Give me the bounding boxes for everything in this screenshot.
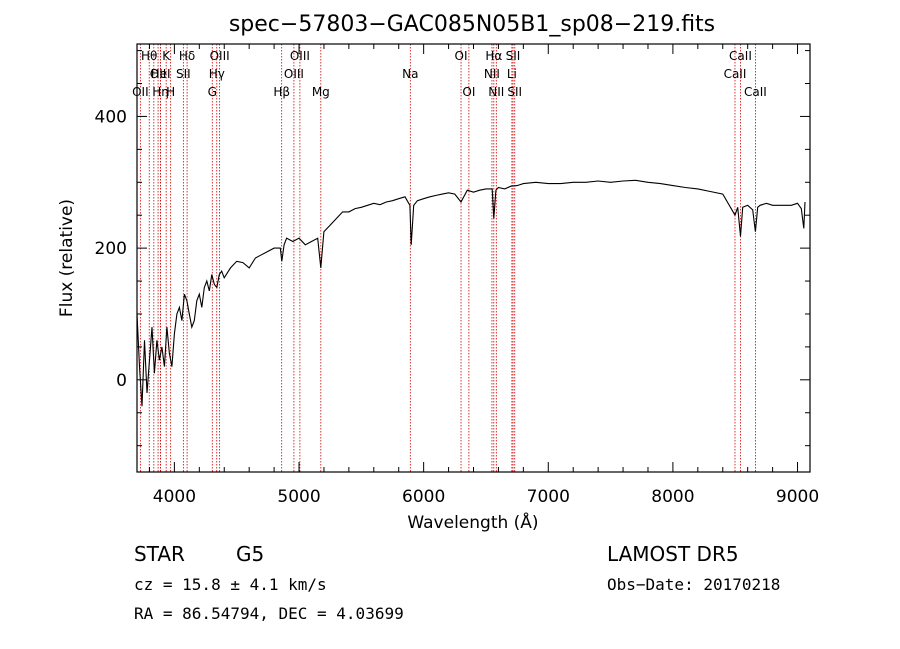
line-marker-label: Hβ [273,85,290,99]
line-marker-label: NII [488,85,504,99]
line-marker-label: CaII [744,85,767,99]
line-marker-label: SII [507,85,522,99]
x-tick-label: 9000 [776,487,819,507]
x-tick-label: 4000 [153,487,196,507]
obs-date-text: Obs−Date: 20170218 [607,575,780,594]
line-marker-label: H [166,85,175,99]
x-tick-label: 5000 [277,487,320,507]
spectral-line-markers [139,44,756,472]
object-subclass: G5 [236,542,264,566]
y-tick-label: 0 [116,371,127,391]
line-marker-label: OIII [290,49,310,63]
line-marker-label: OI [455,49,468,63]
line-marker-label: Mg [312,85,330,99]
line-marker-label: OII [150,67,167,81]
x-tick-label: 6000 [402,487,445,507]
line-marker-label: Hγ [209,67,225,81]
x-axis-ticks: 4000 5000 6000 7000 8000 9000 [148,44,819,507]
redshift-text: cz = 15.8 ± 4.1 km/s [134,575,327,594]
line-marker-label: OIII [210,49,230,63]
line-marker-label: HeI [151,67,171,81]
survey-name: LAMOST DR5 [607,542,739,566]
line-marker-label: Na [402,67,418,81]
coordinates-text: RA = 86.54794, DEC = 4.03699 [134,604,404,623]
line-marker-label: OII [132,85,149,99]
line-marker-label: SII [176,67,191,81]
x-tick-label: 7000 [527,487,570,507]
spectrum-line [136,179,806,407]
line-marker-label: K [162,49,171,63]
y-axis-ticks: 0 200 400 [95,50,810,447]
line-marker-label: OI [462,85,475,99]
y-tick-label: 200 [95,239,127,259]
line-marker-label: Hδ [179,49,195,63]
line-marker-label: Hη [152,85,169,99]
plot-frame [136,43,811,473]
line-marker-label: OIII [284,67,304,81]
line-marker-label: G [208,85,217,99]
line-marker-label: Hθ [141,49,157,63]
line-marker-label: CaII [729,49,752,63]
chart-title: spec−57803−GAC085N05B1_sp08−219.fits [229,12,715,37]
x-tick-label: 8000 [651,487,694,507]
line-marker-label: Hα [485,49,502,63]
y-tick-label: 400 [95,107,127,127]
x-axis-label: Wavelength (Å) [407,511,538,533]
line-marker-label: Li [507,67,517,81]
line-marker-label: NII [484,67,500,81]
line-marker-label: SII [506,49,521,63]
y-axis-label: Flux (relative) [57,199,77,317]
line-marker-label: CaII [724,67,747,81]
object-class: STAR [134,542,185,566]
